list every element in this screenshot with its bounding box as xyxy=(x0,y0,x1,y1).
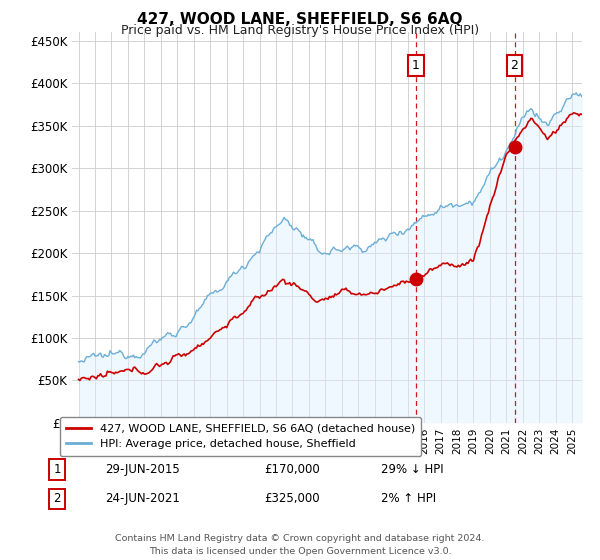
Text: 29% ↓ HPI: 29% ↓ HPI xyxy=(381,463,443,476)
Text: 2: 2 xyxy=(511,59,518,72)
Text: 1: 1 xyxy=(53,463,61,476)
Legend: 427, WOOD LANE, SHEFFIELD, S6 6AQ (detached house), HPI: Average price, detached: 427, WOOD LANE, SHEFFIELD, S6 6AQ (detac… xyxy=(59,417,421,456)
Text: £325,000: £325,000 xyxy=(264,492,320,506)
Text: 2: 2 xyxy=(53,492,61,506)
Text: £170,000: £170,000 xyxy=(264,463,320,476)
Text: Contains HM Land Registry data © Crown copyright and database right 2024.
This d: Contains HM Land Registry data © Crown c… xyxy=(115,534,485,556)
Text: 427, WOOD LANE, SHEFFIELD, S6 6AQ: 427, WOOD LANE, SHEFFIELD, S6 6AQ xyxy=(137,12,463,27)
Text: 29-JUN-2015: 29-JUN-2015 xyxy=(105,463,180,476)
Text: 2% ↑ HPI: 2% ↑ HPI xyxy=(381,492,436,506)
Text: 24-JUN-2021: 24-JUN-2021 xyxy=(105,492,180,506)
Text: 1: 1 xyxy=(412,59,420,72)
Text: Price paid vs. HM Land Registry's House Price Index (HPI): Price paid vs. HM Land Registry's House … xyxy=(121,24,479,36)
